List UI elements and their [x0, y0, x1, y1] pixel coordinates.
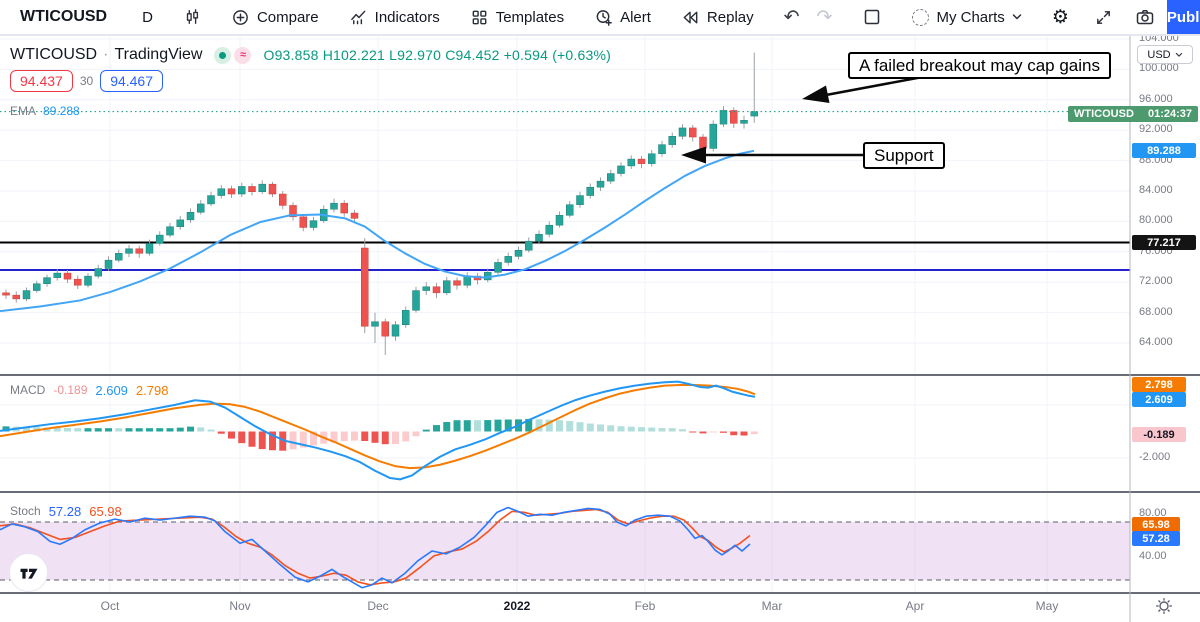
- my-charts-button[interactable]: My Charts: [897, 0, 1036, 34]
- chevron-down-icon: [1012, 14, 1022, 20]
- stoch-tick: 80.00: [1139, 507, 1167, 519]
- undo-icon: ↶: [783, 6, 800, 28]
- stoch-d-badge: 65.98: [1132, 517, 1180, 532]
- macd-hist-value: -0.189: [53, 383, 88, 397]
- price-tick: 80.000: [1139, 214, 1173, 227]
- top-toolbar: WTICOUSD D Compare Indicators: [0, 0, 1200, 36]
- price-tick: 96.000: [1139, 92, 1173, 105]
- undo-button[interactable]: ↶: [769, 0, 815, 34]
- annotation-support[interactable]: Support: [863, 142, 945, 170]
- layout-button[interactable]: [847, 0, 897, 34]
- compare-button[interactable]: Compare: [216, 0, 334, 34]
- ema-value: 89.288: [43, 104, 80, 118]
- countdown-badge: WTICOUSD 01:24:37: [1068, 106, 1198, 122]
- snapshot-button[interactable]: [1123, 0, 1167, 34]
- price-tick: 72.000: [1139, 275, 1173, 288]
- replay-button[interactable]: Replay: [666, 0, 769, 34]
- alert-button[interactable]: Alert: [579, 0, 666, 34]
- spread-value: 30: [79, 74, 94, 88]
- camera-icon: [1136, 10, 1154, 25]
- time-axis-label: May: [1035, 599, 1059, 613]
- stoch-d-value: 65.98: [89, 504, 122, 519]
- ohlc-values: O93.858 H102.221 L92.970 C94.452 +0.594 …: [263, 47, 611, 63]
- time-axis-label: Nov: [229, 599, 251, 613]
- annotation-breakout[interactable]: A failed breakout may cap gains: [848, 52, 1111, 80]
- tv-logo-icon: [20, 568, 37, 579]
- symbol-legend[interactable]: WTICOUSD · TradingView ≈ O93.858 H102.22…: [10, 46, 611, 64]
- indicators-icon: [350, 10, 366, 24]
- stoch-tick: 40.00: [1139, 550, 1167, 562]
- replay-label: Replay: [706, 8, 754, 26]
- ema-price-badge: 89.288: [1132, 143, 1196, 159]
- market-open-icon: [214, 46, 232, 64]
- chart-style-button[interactable]: [168, 0, 216, 34]
- my-charts-label: My Charts: [936, 8, 1005, 26]
- price-tick: 100.000: [1139, 62, 1179, 75]
- currency-label: USD: [1147, 48, 1171, 61]
- level-price-badge: 77.217: [1132, 235, 1196, 251]
- macd-line-value: 2.609: [95, 383, 128, 398]
- macd-label: MACD: [10, 383, 46, 397]
- ema-label: EMA: [10, 104, 37, 118]
- currency-selector[interactable]: USD: [1137, 45, 1193, 64]
- compare-label: Compare: [256, 8, 319, 26]
- macd-line-badge: 2.609: [1132, 392, 1186, 407]
- stoch-k-value: 57.28: [48, 504, 82, 519]
- buy-button[interactable]: 94.467: [100, 70, 164, 92]
- ema-legend[interactable]: EMA 89.288: [10, 104, 80, 118]
- symbol-button[interactable]: WTICOUSD: [20, 8, 108, 25]
- indicators-button[interactable]: Indicators: [334, 0, 455, 34]
- macd-signal-value: 2.798: [135, 383, 169, 398]
- redo-icon: ↷: [816, 6, 833, 28]
- indicators-label: Indicators: [374, 8, 440, 26]
- time-axis-label: Oct: [100, 599, 120, 613]
- compare-plus-icon: [233, 9, 248, 25]
- price-tick: 64.000: [1139, 336, 1173, 348]
- time-axis-label: Mar: [761, 599, 783, 613]
- gear-icon: ⚙: [1051, 6, 1069, 28]
- countdown-time: 01:24:37: [1147, 108, 1192, 120]
- delayed-data-icon: ≈: [234, 46, 252, 64]
- fullscreen-button[interactable]: [1084, 0, 1123, 34]
- templates-button[interactable]: Templates: [455, 0, 579, 34]
- legend-symbol: WTICOUSD: [10, 46, 98, 63]
- stoch-legend[interactable]: Stoch 57.28 65.98: [10, 504, 122, 519]
- tradingview-logo[interactable]: [9, 553, 48, 592]
- templates-grid-icon: [472, 10, 487, 24]
- replay-rewind-icon: [683, 11, 698, 23]
- macd-tick: -2.000: [1139, 451, 1171, 464]
- settings-button[interactable]: ⚙: [1037, 0, 1084, 34]
- candlestick-icon: [186, 9, 199, 24]
- macd-legend[interactable]: MACD -0.189 2.609 2.798: [10, 383, 168, 398]
- layout-square-icon: [865, 9, 880, 25]
- time-axis-label: Dec: [367, 599, 389, 613]
- price-tick: 84.000: [1139, 184, 1173, 196]
- templates-label: Templates: [495, 8, 565, 26]
- sell-button[interactable]: 94.437: [10, 70, 73, 92]
- time-axis-settings-icon[interactable]: [1154, 596, 1174, 621]
- cloud-sync-icon: [912, 8, 930, 26]
- time-axis-label: Feb: [634, 599, 656, 613]
- time-axis-label: 2022: [503, 599, 531, 613]
- alert-clock-icon: [596, 9, 612, 26]
- redo-button[interactable]: ↷: [815, 0, 848, 34]
- alert-label: Alert: [620, 8, 651, 26]
- stoch-k-badge: 57.28: [1132, 531, 1180, 546]
- macd-signal-badge: 2.798: [1132, 377, 1186, 392]
- price-tick: 68.000: [1139, 305, 1173, 318]
- chevron-down-icon: [1175, 52, 1182, 57]
- time-axis-label: Apr: [905, 599, 925, 613]
- interval-button[interactable]: D: [142, 8, 153, 26]
- legend-source: TradingView: [114, 46, 203, 63]
- stoch-label: Stoch: [10, 504, 41, 518]
- macd-hist-badge: -0.189: [1132, 427, 1186, 442]
- publish-button[interactable]: Publish: [1166, 0, 1200, 34]
- countdown-symbol: WTICOUSD: [1074, 108, 1134, 120]
- price-tick: 92.000: [1139, 123, 1173, 136]
- fullscreen-icon: [1096, 10, 1110, 24]
- trade-panel: 94.437 30 94.467: [10, 70, 164, 92]
